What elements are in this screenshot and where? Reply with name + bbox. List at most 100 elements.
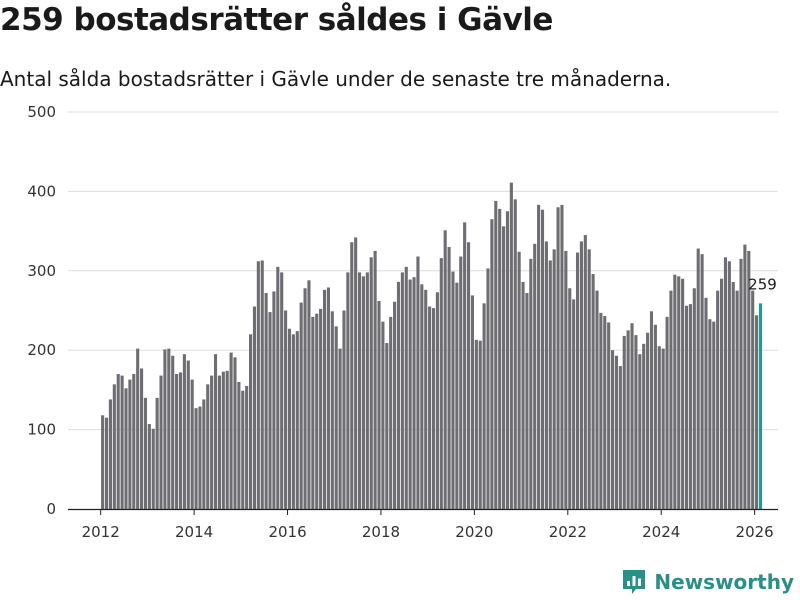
- bar: [708, 319, 712, 509]
- bar: [221, 371, 225, 509]
- bar: [700, 254, 704, 509]
- bar: [354, 237, 358, 509]
- bar: [256, 261, 260, 509]
- bar: [303, 288, 307, 509]
- bar: [249, 334, 253, 509]
- bar: [509, 182, 513, 509]
- bar: [202, 399, 206, 509]
- bar: [116, 374, 120, 509]
- bar: [295, 331, 299, 509]
- bar: [104, 417, 109, 509]
- bar: [241, 390, 245, 509]
- bar: [642, 343, 646, 509]
- bar: [720, 278, 724, 509]
- bar: [143, 397, 148, 509]
- bar: [124, 388, 128, 509]
- bar: [735, 290, 739, 509]
- bar: [186, 360, 190, 509]
- bar: [307, 280, 311, 509]
- bar: [692, 288, 696, 509]
- bar: [159, 375, 163, 509]
- y-tick-label: 0: [46, 500, 56, 518]
- bar: [677, 276, 681, 509]
- bar: [252, 306, 257, 509]
- x-tick-label: 2022: [549, 523, 587, 541]
- bar: [373, 250, 377, 509]
- bar: [171, 355, 175, 509]
- bar: [287, 328, 292, 509]
- bar: [470, 295, 474, 509]
- bar: [412, 277, 416, 509]
- bar: [264, 293, 268, 509]
- bar: [747, 250, 751, 509]
- bar: [120, 375, 124, 509]
- bar: [229, 352, 233, 509]
- bar: [128, 379, 132, 509]
- x-tick-label: 2020: [455, 523, 493, 541]
- y-tick-label: 400: [27, 182, 56, 200]
- bar: [435, 292, 439, 509]
- bar: [136, 348, 140, 509]
- bar: [657, 346, 661, 509]
- bar: [474, 339, 478, 509]
- bar: [688, 304, 692, 509]
- bar: [408, 279, 412, 509]
- bar: [163, 349, 167, 509]
- bar: [315, 313, 319, 509]
- bar: [634, 335, 638, 509]
- bar: [178, 372, 183, 509]
- bar: [291, 334, 295, 509]
- bar: [466, 242, 471, 509]
- x-tick-label: 2016: [268, 523, 306, 541]
- bar: [575, 252, 580, 509]
- bar: [447, 246, 451, 510]
- latest-value-label: 259: [748, 275, 777, 293]
- bar: [272, 291, 276, 509]
- chart-logo-icon: [623, 570, 646, 594]
- bar: [389, 316, 393, 509]
- bar: [198, 406, 202, 509]
- bar: [443, 230, 447, 509]
- bar: [513, 199, 517, 509]
- bar: [357, 272, 362, 509]
- bar: [385, 343, 389, 509]
- bar: [537, 204, 541, 509]
- bar: [599, 312, 603, 509]
- bar: [311, 316, 315, 509]
- bar: [661, 348, 665, 509]
- bar-latest: [758, 303, 763, 509]
- newsworthy-brand: Newsworthy: [621, 568, 794, 596]
- bar: [260, 260, 264, 509]
- bar: [361, 276, 366, 509]
- bar: [517, 251, 521, 509]
- bar: [451, 271, 455, 509]
- bar: [704, 297, 708, 509]
- bar: [101, 415, 105, 509]
- bar: [681, 278, 685, 509]
- bar: [587, 249, 591, 509]
- bar: [225, 370, 229, 509]
- bar: [194, 408, 198, 509]
- bar: [334, 326, 338, 509]
- labels: 0 100 200 300 400 500 259 2012 2014 2016 2018 2020 2…: [27, 103, 776, 541]
- bar: [727, 261, 731, 509]
- bar: [630, 323, 634, 509]
- bar: [743, 244, 747, 509]
- bar: [268, 312, 272, 509]
- bar: [431, 308, 436, 509]
- bar: [755, 315, 759, 509]
- bar: [595, 290, 599, 509]
- bar: [280, 272, 284, 509]
- bar: [564, 250, 568, 509]
- x-tick-label: 2024: [642, 523, 680, 541]
- bar: [233, 357, 237, 509]
- bar: [622, 335, 626, 509]
- bar: [175, 374, 179, 509]
- x-tick-label: 2014: [175, 523, 213, 541]
- y-tick-label: 300: [27, 262, 56, 280]
- bar: [712, 321, 716, 509]
- bar: [607, 322, 611, 509]
- bar: [190, 379, 194, 509]
- bar: [560, 204, 564, 509]
- bar: [330, 311, 334, 509]
